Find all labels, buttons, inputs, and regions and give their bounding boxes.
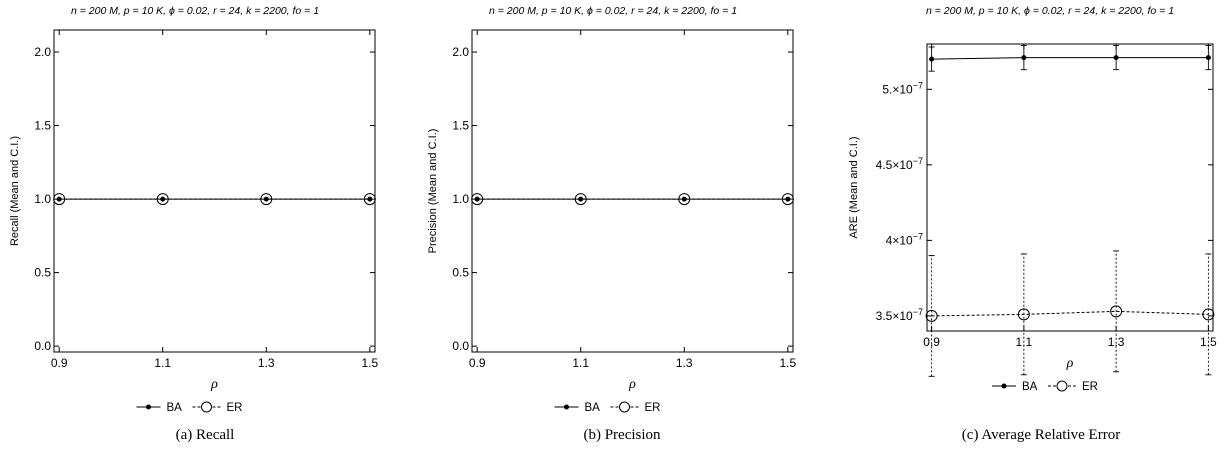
chart-panel-2: n = 200 M, p = 10 K, ϕ = 0.02, r = 24, k… [427, 5, 796, 414]
legend: BA ER [992, 380, 1098, 393]
x-axis-label: ρ [628, 377, 636, 392]
data-point-er [1202, 308, 1215, 321]
data-point-ba [56, 196, 62, 202]
y-tick-times: × [892, 233, 899, 247]
figure: n = 200 M, p = 10 K, ϕ = 0.02, r = 24, k… [9, 5, 1217, 414]
y-tick-mantissa: 4.5 [876, 158, 893, 172]
y-tick-label: 1.5 [452, 119, 469, 133]
data-point-ba [681, 196, 687, 202]
y-tick-base: 10 [899, 82, 913, 96]
chart-panel-3: n = 200 M, p = 10 K, ϕ = 0.02, r = 24, k… [848, 5, 1217, 393]
y-tick-label: 1.0 [452, 192, 469, 206]
series-line-ba [931, 57, 1209, 60]
y-tick-times: × [892, 309, 899, 323]
y-tick-times: × [892, 158, 899, 172]
y-tick-label: 4.5×10−7 [876, 156, 923, 172]
y-tick-exponent: −7 [913, 231, 923, 241]
chart-panel-1: n = 200 M, p = 10 K, ϕ = 0.02, r = 24, k… [9, 5, 378, 414]
x-tick-label: 1.5 [779, 356, 796, 370]
y-tick-mantissa: 4 [886, 233, 893, 247]
x-axis-label: ρ [210, 377, 218, 392]
caption-average-relative-error: (c) Average Relative Error [961, 427, 1121, 443]
legend-marker-ba [146, 404, 151, 410]
y-tick-label: 1.0 [34, 192, 51, 206]
x-tick-label: 1.5 [361, 356, 378, 370]
y-tick-label: 0.0 [452, 339, 469, 353]
caption-precision: (b) Precision [583, 427, 661, 443]
y-tick-label: 4×10−7 [886, 231, 923, 247]
y-tick-base: 10 [899, 309, 913, 323]
x-tick-label: 1.3 [676, 356, 693, 370]
legend-marker-er [201, 401, 212, 413]
data-point-ba [578, 196, 584, 202]
y-tick-label: 1.5 [34, 119, 51, 133]
chart-title: n = 200 M, p = 10 K, ϕ = 0.02, r = 24, k… [489, 5, 737, 17]
y-tick-exponent: −7 [913, 156, 923, 166]
data-point-ba [474, 196, 480, 202]
y-tick-base: 10 [899, 158, 913, 172]
y-tick-label: 3.5×10−7 [876, 307, 923, 323]
x-tick-label: 1.1 [572, 356, 589, 370]
legend-label-er: ER [645, 402, 661, 414]
y-axis-label: ARE (Mean and C.I.) [848, 136, 860, 238]
caption-recall: (a) Recall [175, 427, 235, 443]
data-point-ba [785, 196, 791, 202]
legend: BA ER [554, 401, 661, 414]
y-tick-label: 0.5 [452, 266, 469, 280]
data-point-ba [929, 56, 935, 62]
chart-title: n = 200 M, p = 10 K, ϕ = 0.02, r = 24, k… [71, 5, 319, 17]
data-point-ba [1021, 55, 1027, 61]
x-axis-label: ρ [1066, 356, 1074, 371]
y-tick-label: 5.×10−7 [882, 80, 923, 96]
data-point-ba [263, 196, 269, 202]
y-tick-label: 0.0 [34, 339, 51, 353]
data-point-ba [367, 196, 373, 202]
y-tick-mantissa: 3.5 [876, 309, 893, 323]
x-tick-label: 0.9 [469, 356, 486, 370]
legend-label-er: ER [1082, 381, 1098, 393]
legend-marker-ba [564, 404, 569, 410]
x-tick-label: 0.9 [51, 356, 68, 370]
y-tick-mantissa: 5. [882, 82, 892, 96]
x-tick-label: 0.9 [923, 335, 940, 349]
legend-marker-er [1056, 380, 1068, 392]
y-axis-label: Recall (Mean and C.I.) [9, 136, 21, 246]
legend-label-ba: BA [1022, 381, 1038, 393]
y-tick-exponent: −7 [913, 307, 923, 317]
x-tick-label: 1.1 [154, 356, 171, 370]
data-point-ba [1113, 55, 1119, 61]
data-point-ba [160, 196, 166, 202]
y-tick-times: × [892, 82, 899, 96]
plot-frame [926, 43, 1214, 332]
x-tick-label: 1.3 [258, 356, 275, 370]
data-point-er [1017, 308, 1030, 321]
y-tick-base: 10 [899, 233, 913, 247]
legend: BA ER [136, 401, 243, 414]
data-point-er [1110, 305, 1123, 318]
legend-label-ba: BA [167, 402, 183, 414]
data-point-er [925, 309, 938, 322]
data-point-ba [1205, 55, 1211, 61]
legend-marker-ba [1001, 383, 1007, 389]
y-tick-label: 2.0 [452, 45, 469, 59]
series-line-er [931, 310, 1209, 317]
legend-marker-er [619, 401, 630, 413]
y-tick-label: 2.0 [34, 45, 51, 59]
y-tick-exponent: −7 [913, 80, 923, 90]
y-tick-label: 0.5 [34, 266, 51, 280]
plot-frame [53, 29, 376, 353]
plot-frame [471, 29, 794, 353]
y-axis-label: Precision (Mean and C.I.) [427, 129, 439, 254]
chart-title: n = 200 M, p = 10 K, ϕ = 0.02, r = 24, k… [926, 5, 1174, 17]
legend-label-er: ER [227, 402, 243, 414]
legend-label-ba: BA [585, 402, 601, 414]
